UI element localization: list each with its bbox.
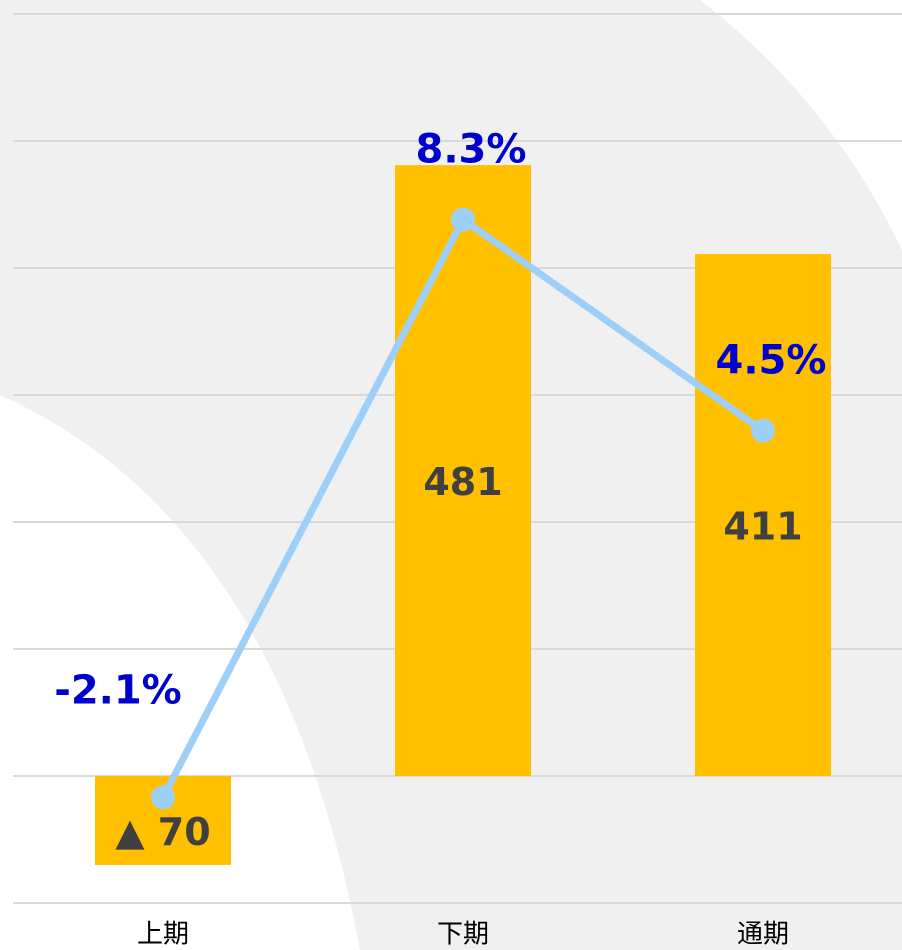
x-tick-label: 下期 (437, 920, 489, 950)
line-value-label: -2.1% (54, 667, 182, 713)
bar (695, 254, 831, 776)
decor-shape (0, 395, 360, 950)
bar-value-label: 411 (723, 505, 802, 549)
bar-value-label: 481 (423, 460, 502, 504)
line-value-label: 8.3% (416, 127, 527, 173)
bar (395, 165, 531, 776)
x-tick-label: 通期 (737, 920, 789, 950)
bar-value-label: ▲ 70 (115, 810, 210, 854)
line-value-label: 4.5% (716, 338, 827, 384)
line-marker (751, 418, 775, 443)
line-marker (151, 785, 175, 810)
decor-shape (700, 0, 902, 250)
line-marker (451, 207, 475, 232)
x-tick-label: 上期 (137, 920, 189, 950)
